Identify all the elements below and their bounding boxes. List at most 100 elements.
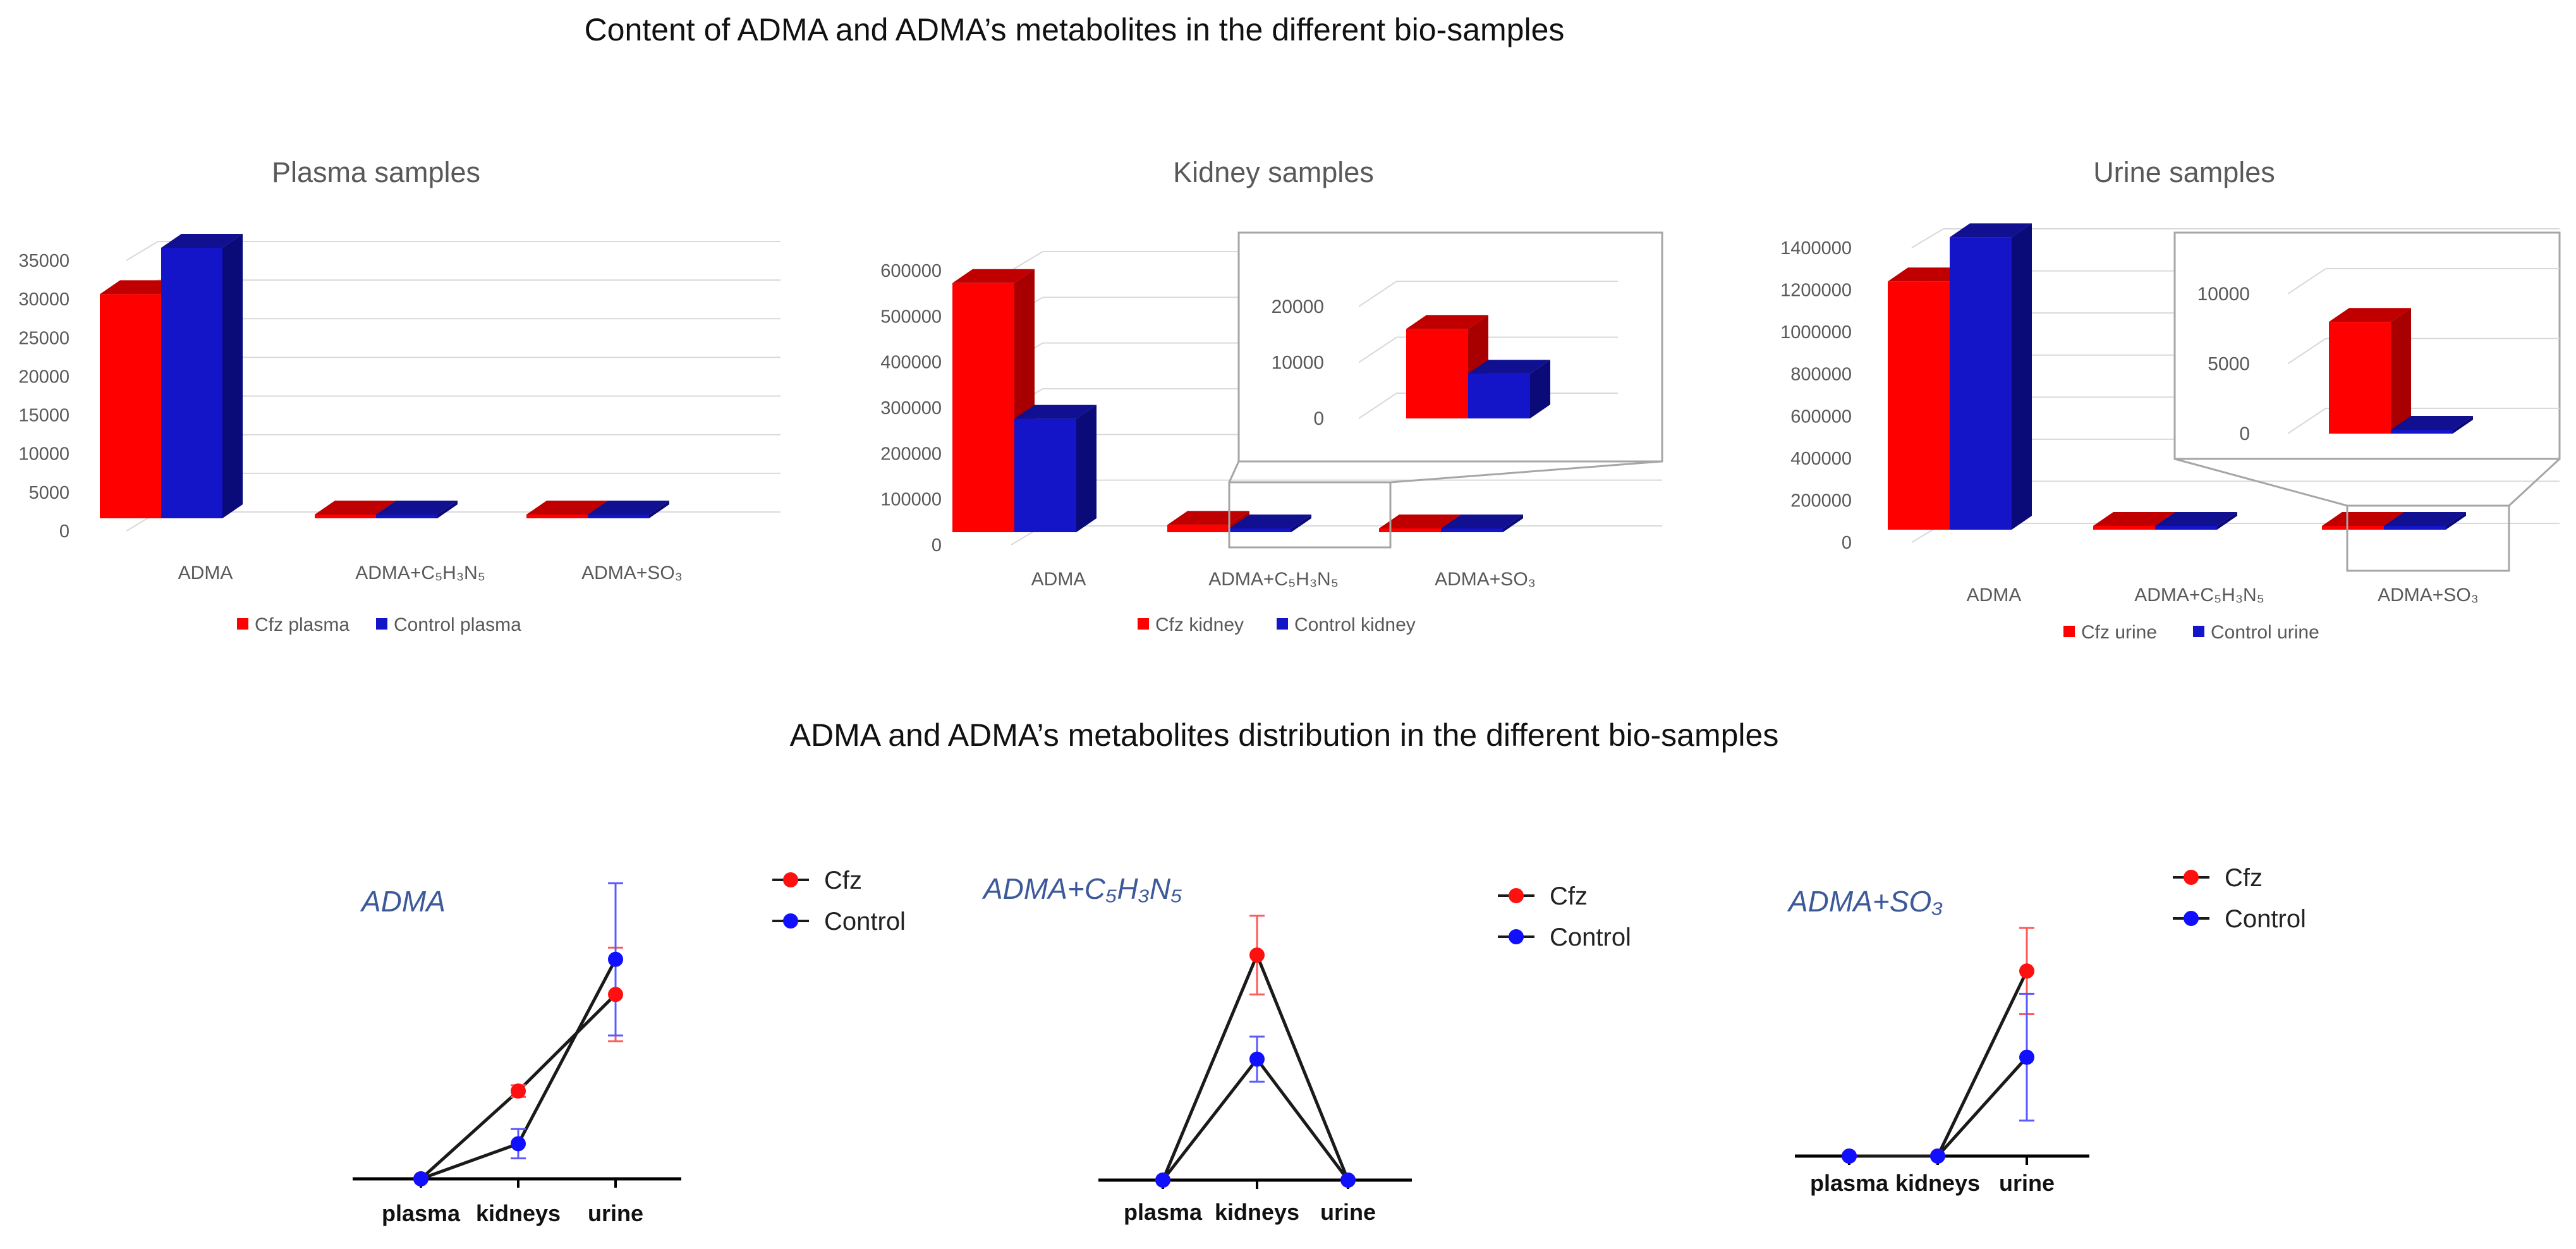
inset-bar-control-top xyxy=(1468,360,1550,374)
legend-swatch-control xyxy=(376,618,387,630)
bar-control-plasma-top xyxy=(376,501,458,515)
inset-y-tick-label: 10000 xyxy=(2197,284,2250,305)
legend-label-control: Control plasma xyxy=(394,614,521,635)
inset-grid-diagonal xyxy=(2287,268,2326,295)
bar-chart-urine: Urine samples 0 200000 400000 600000 800000 10… xyxy=(1780,156,2561,643)
x-tick-label: plasma xyxy=(1810,1170,1889,1196)
legend-label-control: Control xyxy=(824,908,906,935)
legend-marker-cfz xyxy=(1509,888,1524,903)
inset-y-tick-label: 0 xyxy=(1313,408,1324,429)
x-category-label: ADMA xyxy=(1031,569,1086,590)
y-tick-label: 0 xyxy=(59,521,70,542)
grid-diagonal xyxy=(126,241,159,261)
bar-control-plasma xyxy=(376,515,437,518)
bar-cfz-plasma-top xyxy=(315,501,396,515)
legend-marker-control xyxy=(1509,929,1524,944)
inset-bar-control xyxy=(1468,374,1530,418)
bar-control-plasma xyxy=(161,248,222,518)
y-tick-label: 200000 xyxy=(880,444,942,464)
y-tick-label: 100000 xyxy=(880,490,942,510)
y-tick-label: 20000 xyxy=(18,367,70,387)
line-chart-title: ADMA xyxy=(360,885,446,918)
data-point-control xyxy=(1249,1051,1265,1067)
inset-connector xyxy=(1390,460,1663,484)
bar-control-urine-top xyxy=(2384,512,2466,526)
chart-title: Urine samples xyxy=(2093,156,2275,188)
x-tick-label: urine xyxy=(588,1200,643,1226)
y-tick-label: 600000 xyxy=(880,261,942,281)
bar-control-urine xyxy=(2155,526,2217,530)
line-chart-title: ADMA+SO₃ xyxy=(1787,885,1943,918)
inset-bar-cfz xyxy=(1406,329,1468,418)
inset-bar-cfz xyxy=(2329,322,2391,434)
bar-control-kidney xyxy=(1229,528,1291,532)
bar-control-urine-side xyxy=(2012,223,2032,530)
line-chart-line-c5h3n5: ADMA+C₅H₃N₅ plasma kidneys urine Cfz Control xyxy=(981,872,1631,1225)
y-tick-label: 15000 xyxy=(18,406,70,426)
data-point-control xyxy=(1155,1173,1170,1188)
bar-cfz-kidney-top xyxy=(1379,515,1461,528)
x-tick-label: urine xyxy=(1999,1170,2055,1196)
bar-control-kidney-top xyxy=(1441,515,1523,528)
legend-label-control: Control xyxy=(2225,905,2306,933)
bar-cfz-plasma-top xyxy=(526,501,608,515)
inset-bar-control-side xyxy=(1530,360,1550,418)
bar-control-kidney-top xyxy=(1014,405,1097,419)
data-point-cfz xyxy=(511,1083,526,1099)
line-chart-line-adma: ADMA plasma kidneys urine Cfz Control xyxy=(353,867,906,1226)
legend-label-control: Control xyxy=(1550,923,1631,951)
inset-y-tick-label: 10000 xyxy=(1272,353,1324,374)
data-point-cfz xyxy=(1249,947,1265,963)
inset-grid-diagonal xyxy=(1358,336,1397,363)
data-point-control xyxy=(1930,1148,1945,1164)
bar-control-plasma-side xyxy=(222,234,243,518)
legend-swatch-cfz xyxy=(1138,618,1149,630)
legend-label-cfz: Cfz xyxy=(2225,864,2263,892)
y-tick-label: 600000 xyxy=(1790,406,1852,427)
y-tick-label: 500000 xyxy=(880,307,942,327)
x-category-label: ADMA+SO₃ xyxy=(2378,585,2479,606)
x-tick-label: plasma xyxy=(382,1200,461,1226)
bar-cfz-kidney xyxy=(1167,525,1229,532)
x-tick-label: kidneys xyxy=(476,1200,561,1226)
x-category-label: ADMA xyxy=(1967,585,2022,606)
bar-control-kidney xyxy=(1014,418,1076,532)
legend-swatch-control xyxy=(1277,618,1288,630)
inset-bar-control-top xyxy=(2391,416,2473,430)
inset-connector xyxy=(2508,458,2561,507)
inset-focus-box xyxy=(2346,504,2510,572)
y-tick-label: 25000 xyxy=(18,328,70,348)
series-line-control xyxy=(1162,1056,1349,1181)
legend-label-cfz: Cfz xyxy=(824,867,862,894)
y-tick-label: 800000 xyxy=(1790,365,1852,385)
bar-cfz-urine-top xyxy=(2093,512,2175,526)
inset-grid-diagonal xyxy=(2287,408,2326,434)
x-category-label: ADMA+C₅H₃N₅ xyxy=(2134,585,2264,606)
charts-layer: Plasma samples 0 5000 10000 15000 20000 25000 3… xyxy=(18,156,2561,1226)
legend-marker-cfz xyxy=(2184,870,2199,885)
bottom-title: ADMA and ADMA’s metabolites distribution… xyxy=(790,717,1779,753)
legend-swatch-cfz xyxy=(2063,626,2075,637)
legend-label-cfz: Cfz xyxy=(1550,882,1588,910)
line-chart-title: ADMA+C₅H₃N₅ xyxy=(981,872,1182,905)
bar-control-kidney xyxy=(1441,528,1503,532)
data-point-control xyxy=(413,1171,428,1186)
bar-cfz-plasma xyxy=(315,515,376,518)
data-point-control xyxy=(1340,1173,1356,1188)
legend-label-cfz: Cfz kidney xyxy=(1155,614,1244,635)
y-tick-label: 0 xyxy=(932,535,942,556)
inset-grid-diagonal xyxy=(1358,281,1397,307)
legend-swatch-cfz xyxy=(237,618,248,630)
y-tick-label: 200000 xyxy=(1790,490,1852,511)
data-point-control xyxy=(608,951,623,967)
x-category-label: ADMA+SO₃ xyxy=(581,563,683,583)
grid-diagonal xyxy=(1011,251,1043,271)
bar-control-urine-side xyxy=(2446,512,2466,530)
inset-y-tick-label: 20000 xyxy=(1272,296,1324,317)
inset-y-tick-label: 0 xyxy=(2239,423,2250,444)
bar-control-kidney-top xyxy=(1229,515,1311,528)
bar-chart-plasma: Plasma samples 0 5000 10000 15000 20000 25000 3… xyxy=(18,156,781,635)
inset-bar-cfz-top xyxy=(2329,308,2411,322)
